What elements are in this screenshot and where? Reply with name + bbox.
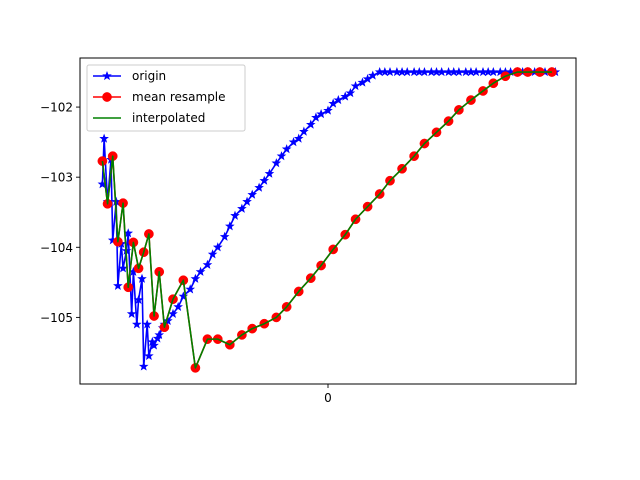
series-layer [97,66,561,373]
legend-marker-mean-resample [102,92,112,102]
point-origin [276,151,287,161]
legend-label-interpolated: interpolated [132,111,205,125]
point-origin [173,301,183,311]
point-origin [178,291,189,301]
point-origin [185,284,196,294]
point-origin [254,182,264,192]
y-tick-label: −105 [40,311,73,325]
point-origin [259,175,270,185]
point-origin [154,329,165,340]
y-tick-label: −104 [40,241,73,255]
point-origin [126,308,137,318]
point-origin [99,133,109,143]
point-origin [293,133,304,143]
point-origin [133,294,144,304]
point-origin [137,273,147,283]
point-origin [323,105,333,115]
y-tick-label: −102 [40,101,73,115]
point-origin [202,259,213,269]
point-origin [350,80,361,91]
x-tick-label: 0 [324,391,332,405]
point-origin [299,126,309,136]
point-origin [149,340,159,350]
point-origin [225,221,235,231]
point-origin [142,319,152,329]
point-origin [168,308,178,318]
axis-layer: −102 −103 −104 −105 0 [40,101,332,405]
point-origin [138,361,149,371]
point-origin [237,203,247,213]
point-origin [195,266,206,276]
point-origin [144,350,154,361]
point-origin [113,280,123,290]
legend-box [86,64,246,132]
point-origin [219,231,230,241]
legend: origin mean resample interpolated [86,64,246,132]
point-origin [190,273,201,283]
point-origin [207,249,218,259]
series-line-interpolated [101,71,552,369]
point-origin [281,144,292,154]
point-origin [118,263,128,273]
point-origin [316,109,326,119]
legend-label-origin: origin [132,69,166,83]
series-interpolated [101,71,552,369]
point-origin [230,210,240,220]
point-origin [345,87,356,98]
point-origin [305,119,316,129]
point-origin [247,189,258,199]
point-origin [367,70,378,80]
point-origin [163,315,173,325]
point-origin [264,168,275,178]
point-origin [333,95,344,105]
point-origin [212,242,223,252]
y-tick-label: −103 [40,171,73,185]
legend-label-mean-resample: mean resample [132,90,226,104]
point-origin [132,319,142,329]
legend-marker-origin [102,70,112,81]
point-origin [242,196,252,206]
point-origin [271,158,282,168]
